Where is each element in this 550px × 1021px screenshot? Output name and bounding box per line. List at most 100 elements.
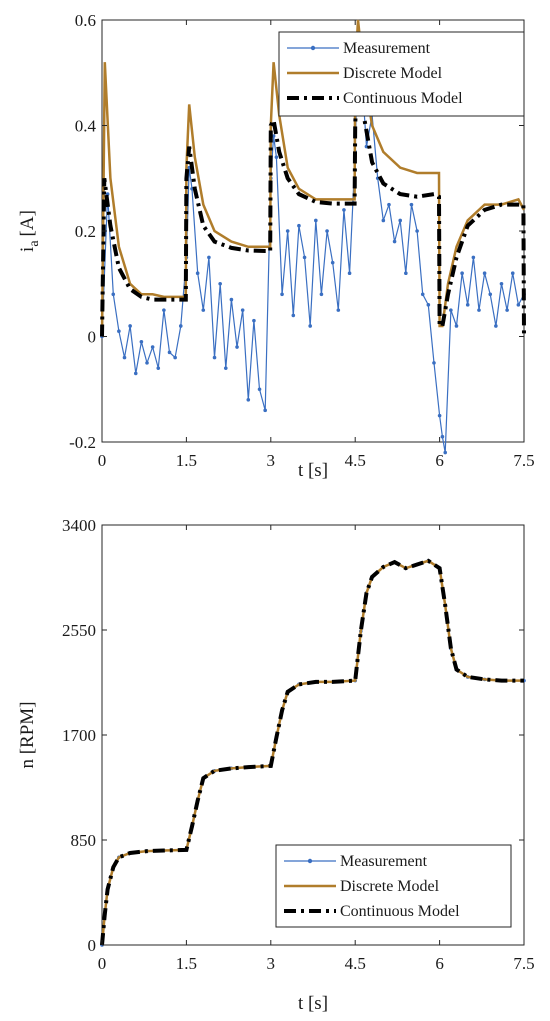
current-measurement-point — [263, 408, 267, 413]
current-y-axis-symbol: i — [17, 247, 38, 252]
current-measurement-point — [404, 271, 408, 276]
current-measurement-point — [252, 318, 256, 323]
current-x-tick-label: 4.5 — [345, 451, 366, 470]
current-measurement-point — [280, 292, 284, 297]
current-measurement-point — [212, 355, 217, 360]
speed-x-tick-label: 1.5 — [176, 954, 197, 973]
current-measurement-point — [122, 355, 127, 360]
current-measurement-point — [364, 144, 369, 149]
current-series-line-measurement — [101, 41, 525, 453]
current-measurement-point — [437, 413, 442, 418]
current-measurement-point — [494, 324, 498, 328]
current-measurement-point — [314, 218, 318, 223]
current-legend: Measurement Discrete Model Continuous Mode… — [278, 31, 525, 117]
speed-series-group — [100, 558, 526, 947]
speed-chart: 0 1.5 3 4.5 6 7.5 0 850 1700 2550 3400 Measurement… — [17, 516, 535, 1014]
current-y-tick-label: 0 — [88, 328, 97, 347]
current-measurement-point — [111, 292, 116, 297]
current-measurement-point — [117, 329, 121, 334]
current-y-tick-label: 0.6 — [75, 11, 96, 30]
current-measurement-point — [173, 355, 177, 360]
current-measurement-point — [510, 271, 515, 276]
current-measurement-point — [409, 202, 414, 207]
speed-x-tick-label: 7.5 — [513, 954, 534, 973]
current-measurement-point — [240, 308, 245, 312]
current-measurement-point — [162, 308, 166, 312]
current-measurement-point — [302, 255, 307, 260]
current-measurement-point — [516, 303, 521, 307]
current-measurement-point — [297, 223, 301, 228]
current-y-tick-label: 0.4 — [75, 117, 97, 136]
current-measurement-point — [477, 308, 481, 312]
current-legend-entry: Continuous Model — [343, 90, 463, 107]
current-legend-swatch-dot — [310, 45, 316, 51]
current-ticks-group: 0 1.5 3 4.5 6 7.5-0.200.20.40.6 — [69, 11, 535, 470]
current-x-axis-label: t [s] — [298, 460, 328, 481]
current-measurement-point — [207, 255, 211, 260]
speed-legend-entry: Discrete Model — [340, 878, 440, 895]
current-measurement-point — [387, 202, 391, 207]
current-measurement-point — [499, 281, 504, 286]
current-x-tick-label: 6 — [435, 451, 444, 470]
current-measurement-point — [257, 387, 262, 392]
speed-ticks-group: 0 1.5 3 4.5 6 7.5 0 850 1700 2550 3400 — [62, 516, 535, 973]
current-measurement-point — [443, 450, 448, 455]
current-legend-entry: Measurement — [343, 40, 431, 57]
speed-x-tick-label: 3 — [267, 954, 276, 973]
current-y-axis-label: ia [A] — [17, 210, 42, 252]
current-x-tick-label: 0 — [98, 451, 107, 470]
current-measurement-point — [420, 292, 425, 297]
current-measurement-point — [291, 313, 296, 318]
current-measurement-point — [178, 324, 183, 328]
current-y-tick-label: -0.2 — [69, 433, 96, 452]
current-measurement-point — [336, 308, 341, 312]
current-measurement-point — [145, 361, 149, 365]
speed-x-tick-label: 0 — [98, 954, 107, 973]
current-measurement-point — [235, 345, 239, 349]
current-series-line-discrete-model — [100, 19, 526, 337]
current-measurement-point — [308, 324, 312, 328]
current-measurement-point — [319, 292, 324, 297]
current-measurement-point — [133, 371, 138, 376]
current-measurement-point — [432, 361, 436, 365]
current-measurement-point — [139, 339, 144, 344]
current-measurement-point — [330, 260, 335, 265]
current-measurement-point — [347, 271, 352, 276]
svg-text:ia[A]: ia [A] — [17, 210, 42, 252]
current-y-axis-unit: [A] — [17, 210, 38, 236]
current-legend-entry: Discrete Model — [343, 65, 443, 82]
current-x-tick-label: 3 — [267, 451, 276, 470]
current-y-tick-label: 0.2 — [75, 222, 96, 241]
current-measurement-point — [229, 297, 234, 302]
speed-series-line-continuous-model — [100, 558, 524, 946]
current-measurement-point — [505, 308, 509, 312]
current-measurement-point — [285, 229, 290, 233]
speed-x-tick-label: 4.5 — [345, 954, 366, 973]
current-measurement-point — [415, 229, 419, 233]
speed-legend-swatch-dot — [307, 858, 313, 864]
current-measurement-point — [274, 155, 279, 159]
current-measurement-point — [460, 271, 464, 276]
speed-legend: Measurement Discrete Model Continuous Mode… — [275, 844, 512, 928]
speed-y-tick-label: 3400 — [62, 516, 96, 535]
speed-y-tick-label: 0 — [88, 936, 97, 955]
speed-x-tick-label: 6 — [435, 954, 444, 973]
current-measurement-point — [449, 308, 453, 312]
current-y-axis-subscript: a — [27, 240, 42, 247]
current-measurement-point — [465, 303, 470, 307]
speed-y-axis-label: n [RPM] — [17, 701, 38, 768]
current-measurement-point — [223, 366, 228, 370]
current-measurement-point — [167, 350, 172, 355]
speed-legend-entry: Continuous Model — [340, 903, 460, 920]
current-measurement-point — [392, 239, 397, 244]
current-series-line-continuous-model — [100, 46, 526, 337]
current-measurement-point — [156, 366, 161, 370]
current-measurement-point — [482, 271, 487, 276]
current-series-group — [100, 19, 526, 455]
current-x-tick-label: 1.5 — [176, 451, 197, 470]
speed-y-tick-label: 1700 — [62, 726, 96, 745]
speed-x-axis-label: t [s] — [298, 993, 328, 1014]
current-measurement-point — [150, 345, 155, 349]
current-measurement-point — [342, 208, 346, 212]
